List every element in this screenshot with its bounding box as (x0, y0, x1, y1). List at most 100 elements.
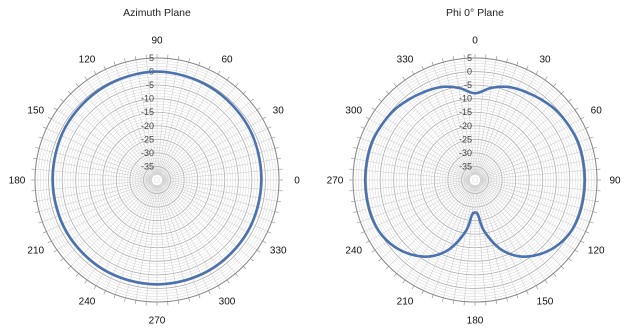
radial-tick-label: 5 (467, 53, 472, 63)
outer-tick (256, 107, 261, 111)
grid-spoke (476, 65, 517, 175)
grid-spoke (479, 182, 586, 232)
grid-spoke (477, 184, 537, 286)
grid-spoke (135, 185, 157, 301)
outer-tick (526, 65, 529, 70)
grid-spoke (423, 184, 473, 291)
grid-spoke (158, 65, 199, 175)
radial-tick-label: -35 (459, 161, 472, 171)
outer-tick (356, 136, 361, 139)
outer-tick (595, 200, 600, 203)
outer-tick (431, 294, 434, 299)
angle-label: 180 (9, 176, 26, 187)
grid-spoke (480, 181, 590, 222)
outer-tick (235, 83, 239, 87)
radial-tick-label: -15 (459, 107, 472, 117)
outer-tick (243, 266, 247, 270)
outer-tick (35, 211, 40, 213)
grid-spoke (381, 183, 472, 259)
outer-tick (516, 294, 519, 299)
radial-tick-label: -30 (459, 148, 472, 158)
grid-spoke (162, 169, 279, 180)
grid-spoke (46, 182, 153, 232)
radial-tick-label: -25 (459, 134, 472, 144)
grid-spoke (160, 86, 236, 177)
grid-spoke (479, 182, 581, 242)
grid-spoke (479, 109, 576, 178)
grid-spoke (369, 182, 471, 242)
grid-spoke (360, 181, 470, 222)
outer-tick (243, 90, 247, 94)
outer-tick (93, 285, 97, 290)
grid-spoke (475, 59, 497, 175)
grid-spoke (36, 180, 152, 202)
grid-spoke (35, 169, 152, 180)
outer-tick (535, 285, 539, 290)
outer-tick (568, 258, 572, 262)
outer-tick (250, 258, 254, 262)
grid-spoke (35, 180, 152, 191)
radial-tick-label: -10 (141, 94, 154, 104)
outer-tick (188, 58, 190, 63)
angle-label: 30 (539, 54, 551, 65)
outer-tick (262, 116, 267, 120)
outer-tick (585, 231, 590, 234)
angle-label: 30 (273, 106, 285, 117)
grid-spoke (453, 59, 475, 175)
angle-label: 180 (467, 316, 484, 327)
grid-spoke (95, 184, 155, 286)
outer-tick (495, 55, 498, 60)
grid-spoke (162, 180, 279, 191)
grid-spoke (360, 138, 470, 179)
angle-label: 300 (219, 297, 236, 308)
angle-label: 270 (327, 176, 344, 187)
outer-tick (47, 116, 52, 120)
grid-spoke (51, 118, 153, 178)
grid-spoke (56, 109, 153, 178)
radial-tick-label: -20 (459, 121, 472, 131)
outer-tick (226, 279, 230, 284)
outer-tick (592, 147, 597, 149)
outer-tick (365, 116, 370, 120)
outer-tick (274, 147, 279, 149)
grid-spoke (480, 148, 593, 179)
grid-spoke (158, 185, 189, 298)
grid-spoke (478, 93, 562, 177)
grid-spoke (161, 182, 268, 232)
grid-spoke (413, 184, 473, 286)
grid-spoke (475, 58, 486, 175)
outer-tick (124, 58, 126, 63)
outer-tick (256, 249, 261, 253)
outer-tick (134, 55, 137, 60)
grid-spoke (479, 118, 581, 178)
grid-spoke (70, 183, 154, 267)
grid-spoke (146, 58, 157, 175)
grid-spoke (160, 101, 251, 177)
outer-tick (177, 300, 180, 305)
grid-spoke (105, 69, 155, 176)
grid-spoke (86, 184, 155, 281)
grid-spoke (369, 118, 471, 178)
grid-spoke (354, 180, 470, 202)
outer-tick (353, 211, 358, 213)
angle-label: 0 (472, 36, 478, 47)
grid-spoke (480, 180, 597, 191)
angle-label: 240 (345, 246, 362, 257)
grid-spoke (464, 58, 475, 175)
angle-label: 330 (397, 54, 414, 65)
outer-tick (535, 70, 539, 75)
outer-tick (60, 258, 64, 262)
grid-spoke (364, 128, 471, 178)
grid-spoke (479, 128, 586, 178)
outer-tick (356, 221, 361, 224)
outer-tick (93, 70, 97, 75)
grid-spoke (404, 184, 473, 281)
outer-tick (198, 61, 201, 66)
outer-tick (526, 290, 529, 295)
outer-tick (177, 55, 180, 60)
radial-tick-labels: 5 0 -5 -10 -15 -20 -25 -30 -35 (459, 53, 472, 171)
grid-spoke (159, 184, 228, 281)
outer-tick (32, 200, 37, 203)
grid-spoke (161, 118, 263, 178)
